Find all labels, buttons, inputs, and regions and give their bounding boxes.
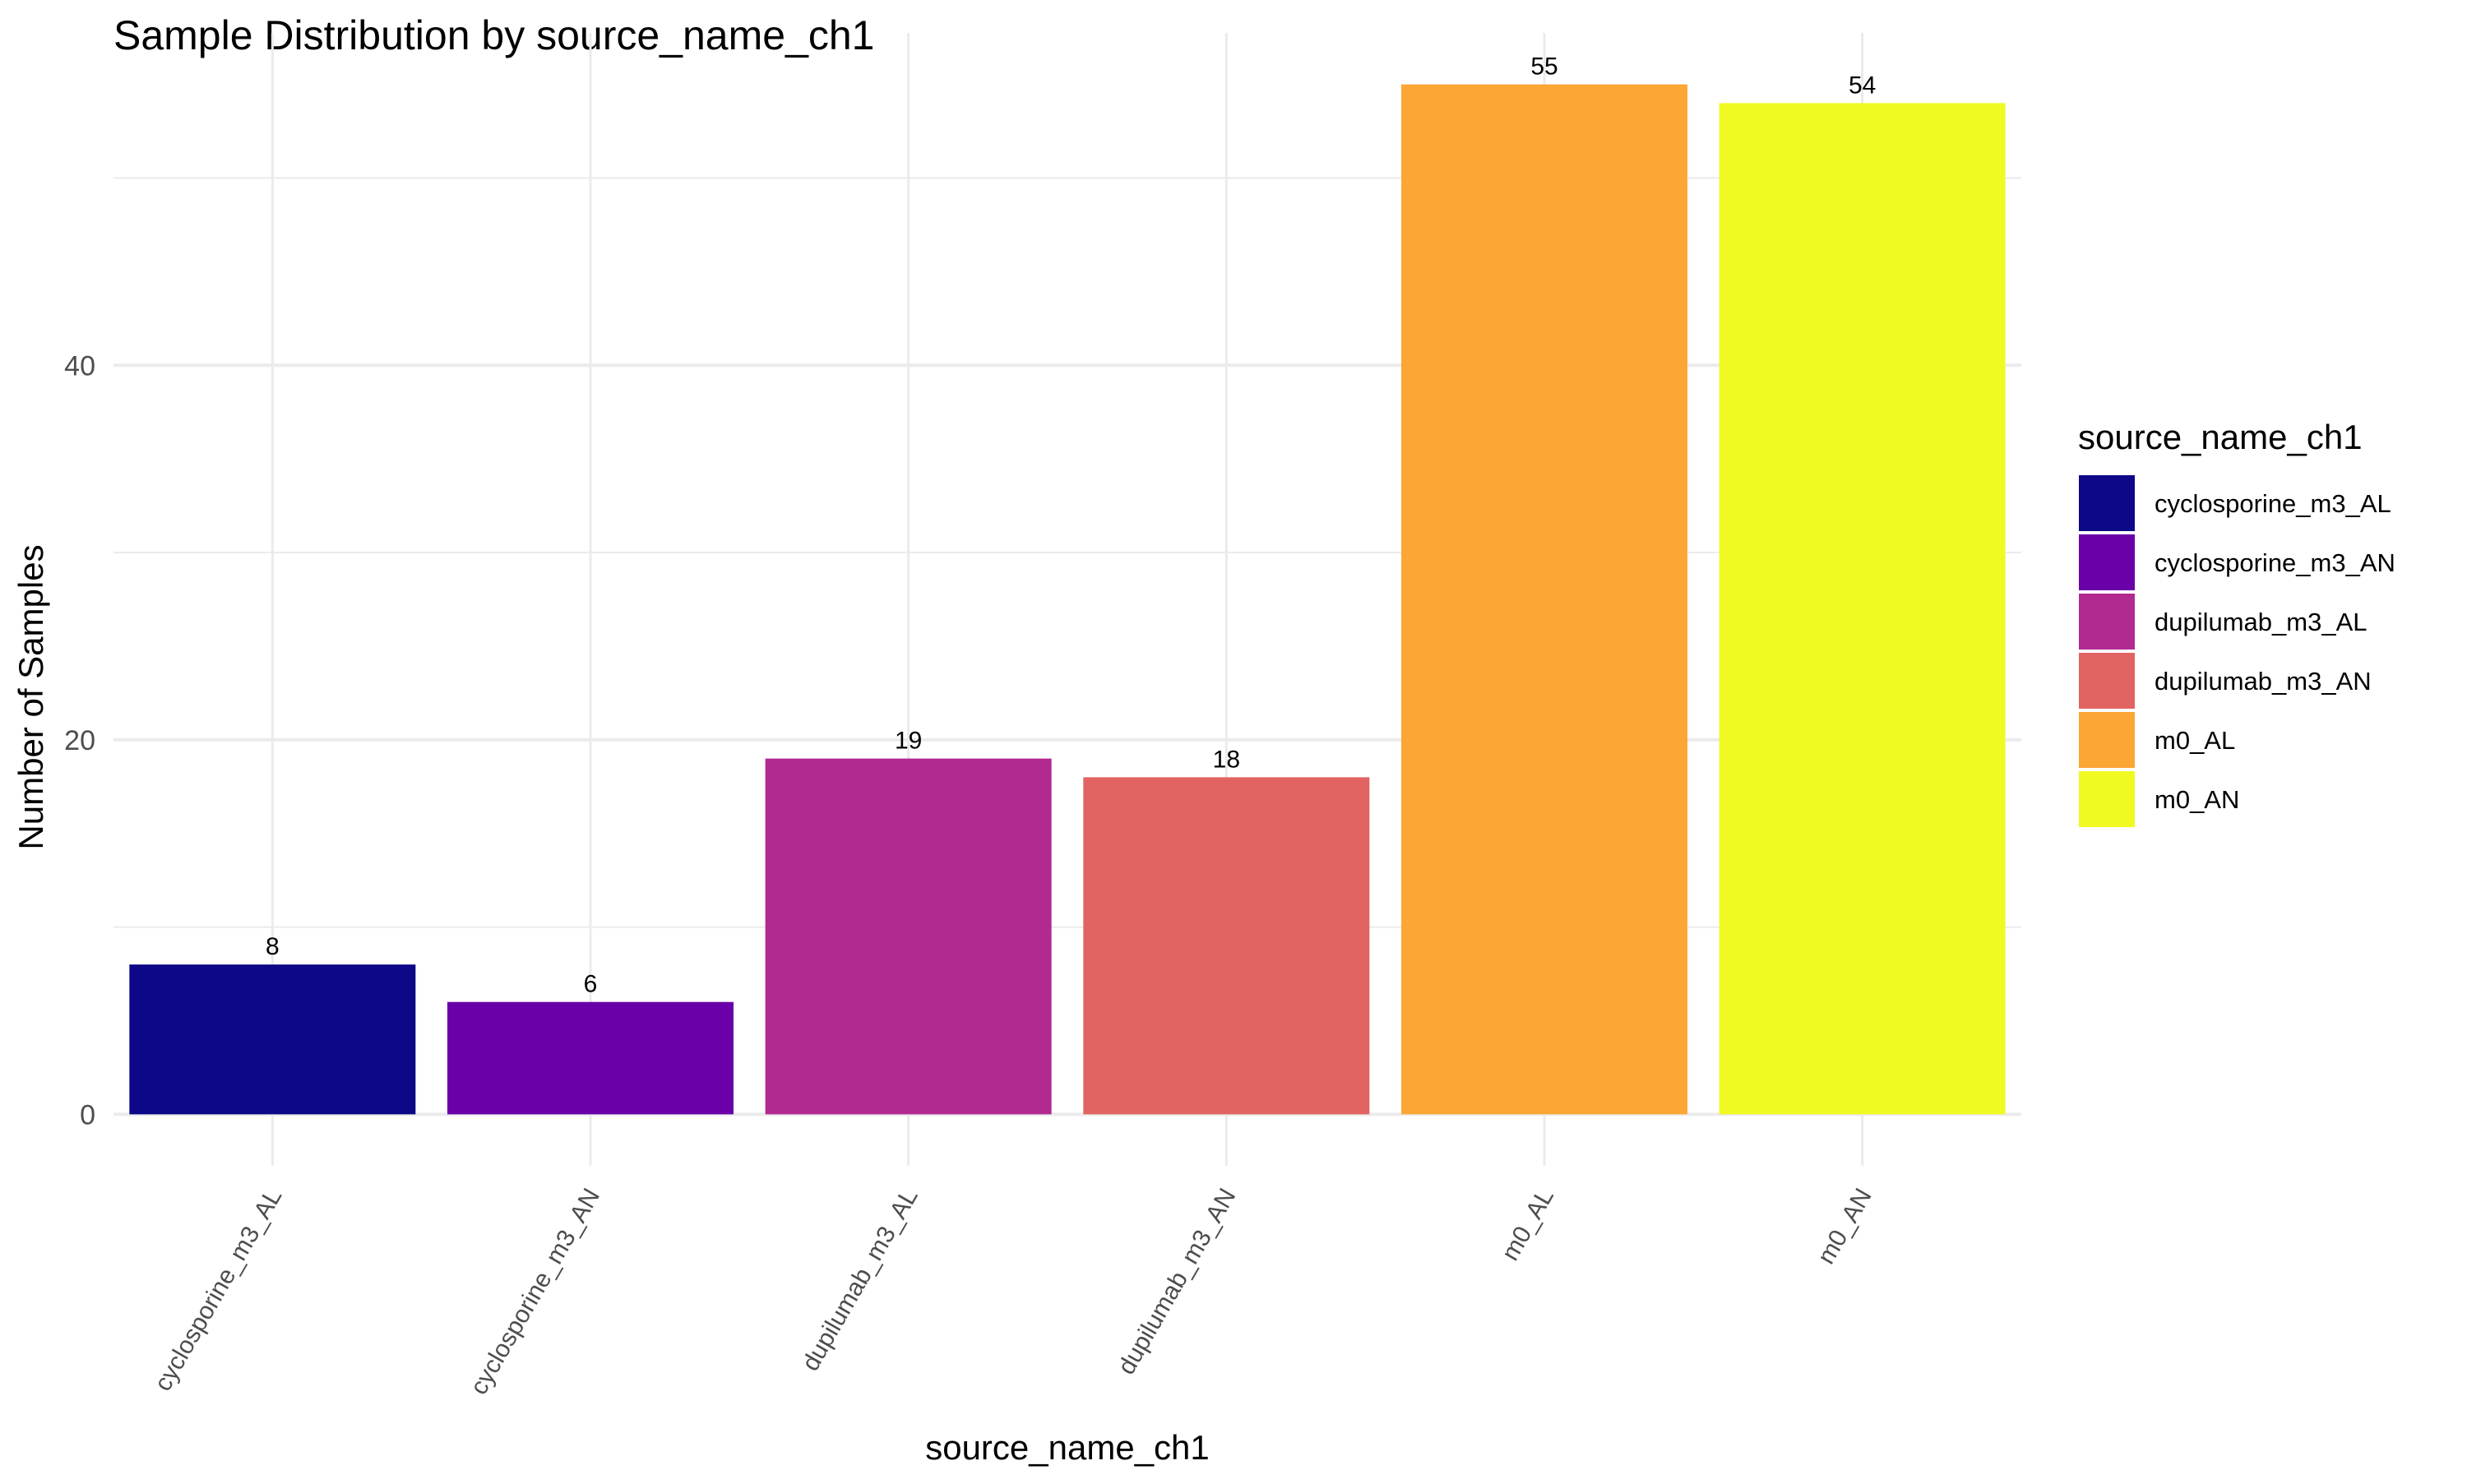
chart-title: Sample Distribution by source_name_ch1 [113, 12, 875, 58]
data-labels: 8 6 19 18 55 54 [266, 53, 1876, 998]
legend-key-cyclosporine_m3_AN [2079, 534, 2135, 590]
data-label-cyclosporine_m3_AN: 6 [584, 971, 598, 998]
y-tick-label: 0 [80, 1099, 95, 1130]
bar-cyclosporine_m3_AN [447, 1001, 734, 1115]
x-axis-ticks: cyclosporine_m3_AL cyclosporine_m3_AN dupi… [150, 1184, 1877, 1399]
bar-cyclosporine_m3_AL [129, 964, 416, 1115]
legend-key-cyclosporine_m3_AL [2079, 475, 2135, 531]
data-label-dupilumab_m3_AL: 19 [895, 728, 922, 755]
legend-key-dupilumab_m3_AL [2079, 594, 2135, 650]
legend-label-cyclosporine_m3_AL: cyclosporine_m3_AL [2155, 489, 2391, 518]
legend-title: source_name_ch1 [2078, 418, 2363, 456]
legend: source_name_ch1 cyclosporine_m3_ALcyclos… [2078, 418, 2395, 827]
legend-label-cyclosporine_m3_AN: cyclosporine_m3_AN [2155, 548, 2395, 577]
legend-key-m0_AN [2079, 771, 2135, 827]
legend-label-m0_AL: m0_AL [2155, 726, 2235, 755]
x-tick-label-m0_AL: m0_AL [1497, 1184, 1559, 1265]
legend-label-m0_AN: m0_AN [2155, 785, 2239, 814]
bars [129, 84, 2006, 1115]
data-label-cyclosporine_m3_AL: 8 [266, 933, 280, 960]
data-label-dupilumab_m3_AN: 18 [1213, 746, 1240, 773]
x-tick-label-cyclosporine_m3_AN: cyclosporine_m3_AN [465, 1184, 605, 1399]
bar-dupilumab_m3_AL [765, 758, 1052, 1115]
data-label-m0_AN: 54 [1849, 72, 1876, 99]
legend-label-dupilumab_m3_AN: dupilumab_m3_AN [2155, 667, 2372, 696]
y-tick-label: 20 [64, 725, 95, 756]
x-tick-label-cyclosporine_m3_AL: cyclosporine_m3_AL [150, 1184, 288, 1396]
y-axis-ticks: 0 20 40 [64, 350, 95, 1130]
legend-items: cyclosporine_m3_AL cyclosporine_m3_ANdupi… [2079, 475, 2395, 827]
legend-key-m0_AL [2079, 712, 2135, 768]
data-label-m0_AL: 55 [1530, 53, 1557, 81]
x-tick-label-m0_AN: m0_AN [1812, 1184, 1877, 1269]
bar-m0_AN [1719, 103, 2006, 1115]
x-tick-label-dupilumab_m3_AL: dupilumab_m3_AL [797, 1184, 923, 1375]
x-tick-label-dupilumab_m3_AN: dupilumab_m3_AN [1113, 1184, 1241, 1379]
bar-m0_AL [1401, 84, 1687, 1115]
x-axis-title: source_name_ch1 [925, 1428, 1210, 1467]
bar-dupilumab_m3_AN [1083, 777, 1370, 1115]
legend-key-dupilumab_m3_AN [2079, 653, 2135, 709]
y-tick-label: 40 [64, 350, 95, 381]
legend-label-dupilumab_m3_AL: dupilumab_m3_AL [2155, 608, 2367, 636]
y-axis-title: Number of Samples [12, 544, 50, 849]
